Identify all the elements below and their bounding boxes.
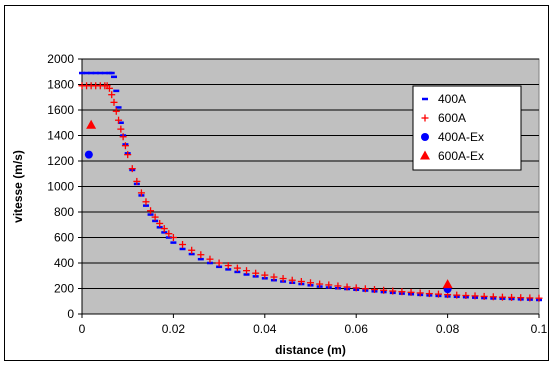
- data-point-600a: [297, 277, 305, 285]
- series-600a-ex: [86, 119, 453, 289]
- data-point-600a: [334, 282, 342, 290]
- data-point-600a: [179, 241, 187, 249]
- data-point-600a: [389, 287, 397, 295]
- data-point-600a: [133, 177, 141, 185]
- data-point-600a: [188, 246, 196, 254]
- legend-marker: [421, 133, 429, 141]
- data-point-600a: [117, 125, 125, 133]
- data-point-600a: [307, 279, 314, 287]
- x-tick-label: 0.1: [531, 322, 548, 336]
- data-point-600a-ex: [86, 119, 97, 129]
- x-axis-label: distance (m): [275, 343, 346, 357]
- data-point-600a: [124, 151, 132, 159]
- legend-label: 400A-Ex: [438, 130, 484, 144]
- y-tick-label: 200: [54, 282, 74, 296]
- data-point-600a: [425, 290, 433, 298]
- y-tick-label: 600: [54, 231, 74, 245]
- data-point-600a: [165, 230, 173, 238]
- data-point-600a: [270, 273, 278, 281]
- legend-label: 400A: [438, 92, 466, 106]
- y-tick-label: 1000: [47, 180, 74, 194]
- y-axis-label: vitesse (m/s): [11, 150, 25, 223]
- x-tick-label: 0.04: [253, 322, 277, 336]
- data-point-600a: [398, 288, 406, 296]
- legend-label: 600A: [438, 111, 466, 125]
- data-point-600a: [169, 234, 177, 241]
- data-point-600a: [119, 133, 127, 141]
- data-point-600a: [471, 292, 479, 300]
- y-tick-label: 1400: [47, 129, 74, 143]
- data-point-600a: [453, 291, 461, 299]
- data-point-600a: [197, 251, 205, 259]
- data-point-600a: [361, 285, 369, 293]
- data-point-600a: [288, 276, 296, 284]
- data-point-600a: [108, 91, 116, 99]
- y-tick-label: 1200: [47, 154, 74, 168]
- data-point-600a: [489, 293, 497, 301]
- data-point-400a-ex: [84, 150, 93, 159]
- data-point-600a: [160, 225, 168, 233]
- data-point-600a-ex: [442, 279, 453, 289]
- data-point-600a: [261, 271, 269, 279]
- data-point-600a: [434, 290, 442, 298]
- data-point-600a: [137, 189, 145, 197]
- legend: 400A 600A 400A-Ex 600A-Ex: [412, 85, 522, 171]
- data-point-600a: [128, 165, 136, 173]
- x-tick-label: 0.02: [162, 322, 186, 336]
- data-point-600a: [480, 292, 488, 300]
- data-point-600a: [121, 142, 129, 150]
- data-point-600a: [147, 207, 155, 215]
- data-point-600a: [325, 281, 333, 289]
- data-point-600a: [370, 286, 378, 294]
- legend-marker: [421, 114, 429, 122]
- data-point-600a: [206, 255, 214, 263]
- data-point-600a: [233, 264, 241, 272]
- y-tick-label: 1800: [47, 78, 74, 92]
- data-point-600a: [115, 116, 123, 124]
- data-point-600a: [156, 219, 164, 227]
- x-tick-label: 0.08: [436, 322, 460, 336]
- data-point-600a: [407, 288, 415, 296]
- data-point-600a: [243, 267, 251, 275]
- y-tick-label: 800: [54, 205, 74, 219]
- y-tick-label: 400: [54, 256, 74, 270]
- x-tick-label: 0: [79, 322, 86, 336]
- data-point-600a: [508, 293, 516, 301]
- legend-marker: [420, 150, 430, 160]
- data-point-600a: [252, 269, 260, 277]
- legend-label: 600A-Ex: [438, 149, 484, 163]
- data-point-600a: [142, 198, 150, 206]
- data-point-600a: [110, 98, 118, 106]
- data-point-600a: [105, 84, 113, 92]
- data-point-600a: [462, 292, 470, 300]
- data-point-600a: [279, 275, 287, 283]
- data-point-600a: [498, 293, 506, 301]
- data-point-600a: [535, 294, 543, 302]
- data-point-600a: [517, 294, 525, 302]
- legend-box: [412, 85, 522, 171]
- data-point-600a: [151, 213, 159, 221]
- data-point-600a: [112, 107, 120, 115]
- series-400a: [79, 71, 542, 302]
- data-point-600a: [215, 259, 223, 267]
- series-600a: [78, 82, 543, 302]
- data-point-600a: [316, 280, 324, 288]
- y-tick-label: 0: [67, 307, 74, 321]
- data-point-600a: [352, 284, 360, 292]
- data-point-600a: [380, 286, 388, 294]
- data-point-600a: [343, 283, 351, 291]
- y-tick-label: 2000: [47, 52, 74, 66]
- data-point-600a: [526, 294, 534, 302]
- x-tick-label: 0.06: [345, 322, 369, 336]
- y-tick-label: 1600: [47, 103, 74, 117]
- data-point-600a: [416, 289, 424, 297]
- data-point-600a: [224, 262, 232, 270]
